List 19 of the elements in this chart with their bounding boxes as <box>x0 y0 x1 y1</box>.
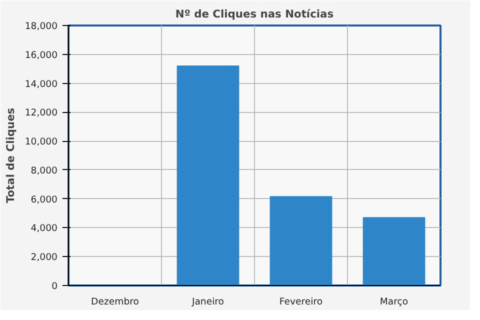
y-tick-label: 6,000 <box>30 194 58 206</box>
y-tick-label: 8,000 <box>30 165 58 176</box>
x-tick-label: Dezembro <box>91 296 140 308</box>
y-tick-label: 12,000 <box>24 108 58 119</box>
y-tick-label: 4,000 <box>30 223 58 234</box>
y-tick-label: 0 <box>52 281 58 292</box>
y-tick-label: 10,000 <box>24 136 58 148</box>
x-tick-label: Janeiro <box>190 296 224 308</box>
x-tick-label: Março <box>380 296 408 308</box>
y-axis-title: Total de Cliques <box>4 108 17 204</box>
bar <box>362 217 426 286</box>
y-tick-label: 14,000 <box>24 78 58 90</box>
x-tick-label: Fevereiro <box>279 296 323 308</box>
y-tick-label: 2,000 <box>30 252 58 264</box>
y-tick-label: 16,000 <box>24 50 58 61</box>
y-tick-label: 18,000 <box>24 21 58 32</box>
bar <box>176 65 240 286</box>
bar <box>270 196 332 286</box>
chart-title: Nº de Cliques nas Notícias <box>175 8 334 20</box>
